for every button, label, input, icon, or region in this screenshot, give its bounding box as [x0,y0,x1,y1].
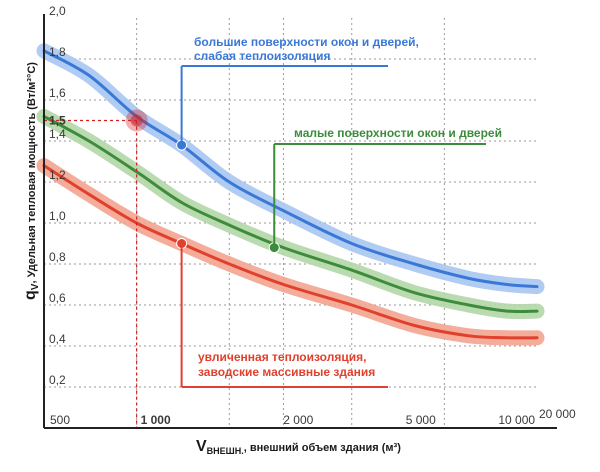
series-label-1-line-0: малые поверхности окон и дверей [294,126,502,140]
x-tick-highlight: 1 000 [141,413,171,427]
series-label-0-line-0: большие поверхности окон и дверей, [194,35,419,49]
y-tick-label: 1,2 [49,168,66,182]
x-axis-title: VВНЕШН., внешний объем здания (м³) [196,438,401,456]
x-axis-title-subscript: ВНЕШН. [207,446,244,456]
y-tick-label: 1,0 [49,209,66,223]
x-tick-label: 20 000 [539,407,576,421]
y-axis-title-subscript: V [30,283,41,290]
y-tick-label: 2,0 [49,4,66,18]
x-axis-title-text: , внешний объем здания (м³) [244,442,401,454]
series-line-2 [42,164,539,340]
series-line-0 [42,49,539,289]
y-tick-label: 0,4 [49,332,66,346]
y-tick-label: 1,8 [49,45,66,59]
y-tick-highlight: 1,5 [49,114,66,128]
reference-lines [44,109,148,428]
y-axis-title-symbol: q [22,290,39,300]
series-label-2-line-0: увличенная теплоизоляция, [198,350,366,364]
series-label-0-line-1: слабая теплоизоляция [194,49,330,63]
y-axis-title: qV, Удельная тепловая мощность (Вт/м³°C) [22,62,41,300]
y-axis-title-text: , Удельная тепловая мощность (Вт/м³°C) [26,62,38,284]
x-tick-label: 5 000 [406,413,436,427]
x-axis-title-symbol: V [196,438,207,455]
x-tick-labels: 500 2 000 5 000 10 000 20 000 1 000 [50,407,576,427]
series-line-1 [42,114,539,314]
x-tick-label: 500 [50,413,70,427]
label-leaders [180,65,486,388]
y-tick-label: 1,6 [49,86,66,100]
series-annotations: большие поверхности окон и дверей,слабая… [194,35,502,379]
y-tick-label: 0,2 [49,373,66,387]
x-tick-label: 10 000 [498,413,535,427]
series-label-2-line-1: заводские массивные здания [198,365,375,379]
y-tick-label: 0,8 [49,250,66,264]
y-tick-label: 1,4 [49,127,66,141]
y-tick-label: 0,6 [49,291,66,305]
y-tick-labels: 2,0 1,8 1,6 1,4 1,2 1,0 0,8 0,6 0,4 0,2 1,5 [49,4,66,387]
x-tick-label: 2 000 [283,413,313,427]
series-lines [42,49,539,340]
